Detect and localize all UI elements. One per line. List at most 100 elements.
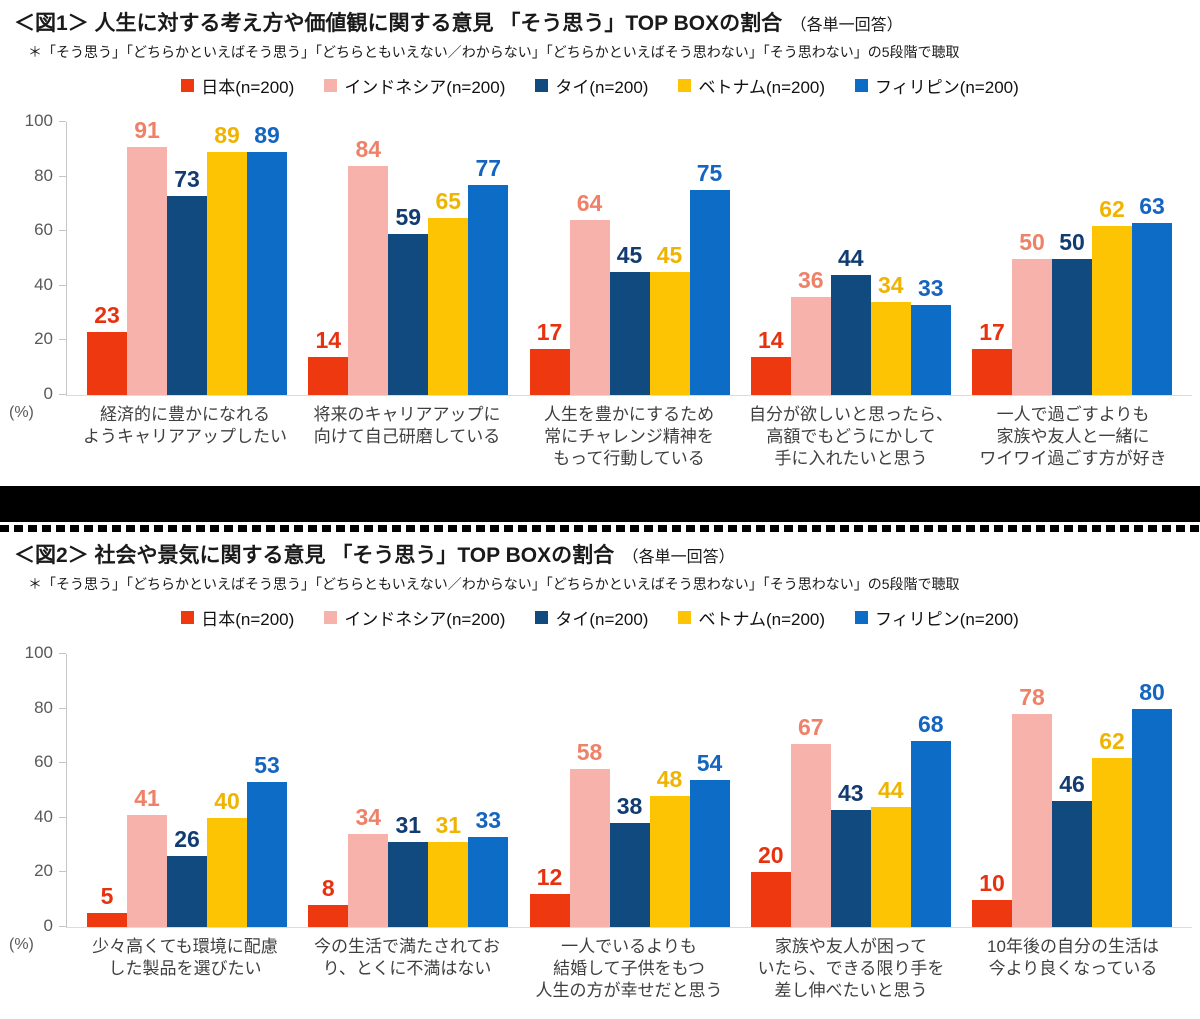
y-tick-label: 40 xyxy=(34,806,53,826)
bar xyxy=(910,304,951,395)
bar-slot: 17 xyxy=(972,122,1012,395)
bar-value-label: 45 xyxy=(656,242,683,269)
bar-slot: 80 xyxy=(1132,654,1172,927)
bar-slot: 89 xyxy=(207,122,247,395)
bar-value-label: 89 xyxy=(254,122,280,149)
legend-label: ベトナム(n=200) xyxy=(698,77,826,97)
bar-value-label: 67 xyxy=(797,714,824,741)
y-tick-label: 80 xyxy=(34,697,53,717)
chart-title-note: （各単一回答） xyxy=(622,549,735,566)
bar xyxy=(830,274,871,395)
bar-slot: 33 xyxy=(910,122,951,395)
bar-value-label: 44 xyxy=(877,776,904,803)
bar-slot: 77 xyxy=(468,122,509,395)
bar xyxy=(649,795,690,927)
legend-label: フィリピン(n=200) xyxy=(875,77,1019,97)
legend-swatch-icon xyxy=(855,610,869,624)
bar xyxy=(1012,714,1052,927)
bar xyxy=(348,834,389,927)
bar-value-label: 5 xyxy=(100,883,114,910)
legend-item: インドネシア(n=200) xyxy=(324,73,505,98)
plot-area: 0 20 40 60 80 100 (%) 5 41 26 40 53 8 34 31 31 33 12 58 3… xyxy=(9,643,1192,953)
figure-2-title-row: ＜図2＞ 社会や景気に関する意見 「そう思う」TOP BOXの割合 （各単一回答… xyxy=(14,542,1200,572)
bar-slot: 12 xyxy=(529,654,570,927)
bar-group: 5 41 26 40 53 xyxy=(87,654,287,927)
chart-title-note: （各単一回答） xyxy=(790,17,903,34)
legend-swatch-icon xyxy=(181,78,195,92)
legend-label: タイ(n=200) xyxy=(555,77,649,97)
figure-2-section: ＜図2＞ 社会や景気に関する意見 「そう思う」TOP BOXの割合 （各単一回答… xyxy=(0,532,1200,1018)
bar xyxy=(569,220,610,395)
bar xyxy=(308,905,349,927)
y-tick-label: 20 xyxy=(34,861,53,881)
y-tick-mark xyxy=(59,926,66,927)
bar-slot: 41 xyxy=(127,654,167,927)
bar xyxy=(428,217,469,395)
bar-value-label: 75 xyxy=(696,160,723,187)
bar-value-label: 64 xyxy=(576,190,603,217)
separator-bar xyxy=(0,486,1200,522)
legend-swatch-icon xyxy=(324,78,338,92)
bar-value-label: 8 xyxy=(321,875,335,902)
y-tick-mark xyxy=(59,121,66,122)
legend-label: 日本(n=200) xyxy=(201,609,295,629)
bar-value-label: 73 xyxy=(174,165,200,192)
bar-slot: 45 xyxy=(609,122,650,395)
bar-slot: 89 xyxy=(247,122,287,395)
bar xyxy=(308,356,349,395)
bar-group: 20 67 43 44 68 xyxy=(750,654,951,927)
bar-value-label: 62 xyxy=(1099,195,1125,222)
y-tick-label: 0 xyxy=(43,916,53,935)
bar xyxy=(750,356,791,395)
bar-value-label: 59 xyxy=(395,203,422,230)
bar-value-label: 33 xyxy=(475,806,502,833)
bar-slot: 59 xyxy=(388,122,429,395)
bar-value-label: 44 xyxy=(837,244,864,271)
category-label: 自分が欲しいと思ったら、 高額でもどうにかして 手に入れたいと思う xyxy=(749,405,953,468)
bar-slot: 10 xyxy=(972,654,1012,927)
bar xyxy=(127,815,167,927)
bar xyxy=(870,302,911,395)
bar-value-label: 80 xyxy=(1139,678,1165,705)
bar-group: 17 50 50 62 63 xyxy=(972,122,1172,395)
bar-slot: 45 xyxy=(649,122,690,395)
bar xyxy=(247,782,287,927)
bar-groups: 5 41 26 40 53 8 34 31 31 33 12 58 38 48 54 20 67 43 44 68 10… xyxy=(67,654,1192,927)
bar xyxy=(167,195,207,395)
y-tick-mark xyxy=(59,871,66,873)
bar-slot: 44 xyxy=(870,654,911,927)
bar-value-label: 34 xyxy=(877,272,904,299)
bar-slot: 78 xyxy=(1012,654,1052,927)
chart-subtitle: ＊「そう思う」「どちらかといえばそう思う」「どちらともいえない／わからない」「ど… xyxy=(28,44,960,60)
bar-slot: 31 xyxy=(388,654,429,927)
legend-item: タイ(n=200) xyxy=(535,73,648,98)
bar-slot: 36 xyxy=(790,122,831,395)
bar-slot: 62 xyxy=(1092,122,1132,395)
bar xyxy=(790,744,831,927)
bar xyxy=(1132,223,1172,395)
separator-dotted-line xyxy=(0,525,1200,532)
y-tick-mark xyxy=(59,653,66,654)
bar-group: 12 58 38 48 54 xyxy=(529,654,730,927)
bar-value-label: 26 xyxy=(174,826,200,853)
bar xyxy=(1012,258,1052,395)
bar-value-label: 62 xyxy=(1099,727,1125,754)
legend-swatch-icon xyxy=(855,78,869,92)
bar-value-label: 89 xyxy=(214,122,240,149)
bar-slot: 43 xyxy=(830,654,871,927)
y-tick-mark xyxy=(59,394,66,395)
y-tick-label: 0 xyxy=(43,384,53,403)
legend-label: インドネシア(n=200) xyxy=(344,77,506,97)
legend-item: タイ(n=200) xyxy=(535,605,648,630)
bar xyxy=(750,872,791,927)
bar-value-label: 84 xyxy=(355,135,382,162)
category-label: 少々高くても環境に配慮 した製品を選びたい xyxy=(92,937,278,978)
bar xyxy=(428,842,469,927)
bar-slot: 38 xyxy=(609,654,650,927)
legend-item: インドネシア(n=200) xyxy=(324,605,505,630)
bar-value-label: 20 xyxy=(757,842,784,869)
bar xyxy=(127,146,167,395)
bar-slot: 17 xyxy=(529,122,570,395)
legend-label: タイ(n=200) xyxy=(555,609,649,629)
bar-value-label: 31 xyxy=(395,812,422,839)
